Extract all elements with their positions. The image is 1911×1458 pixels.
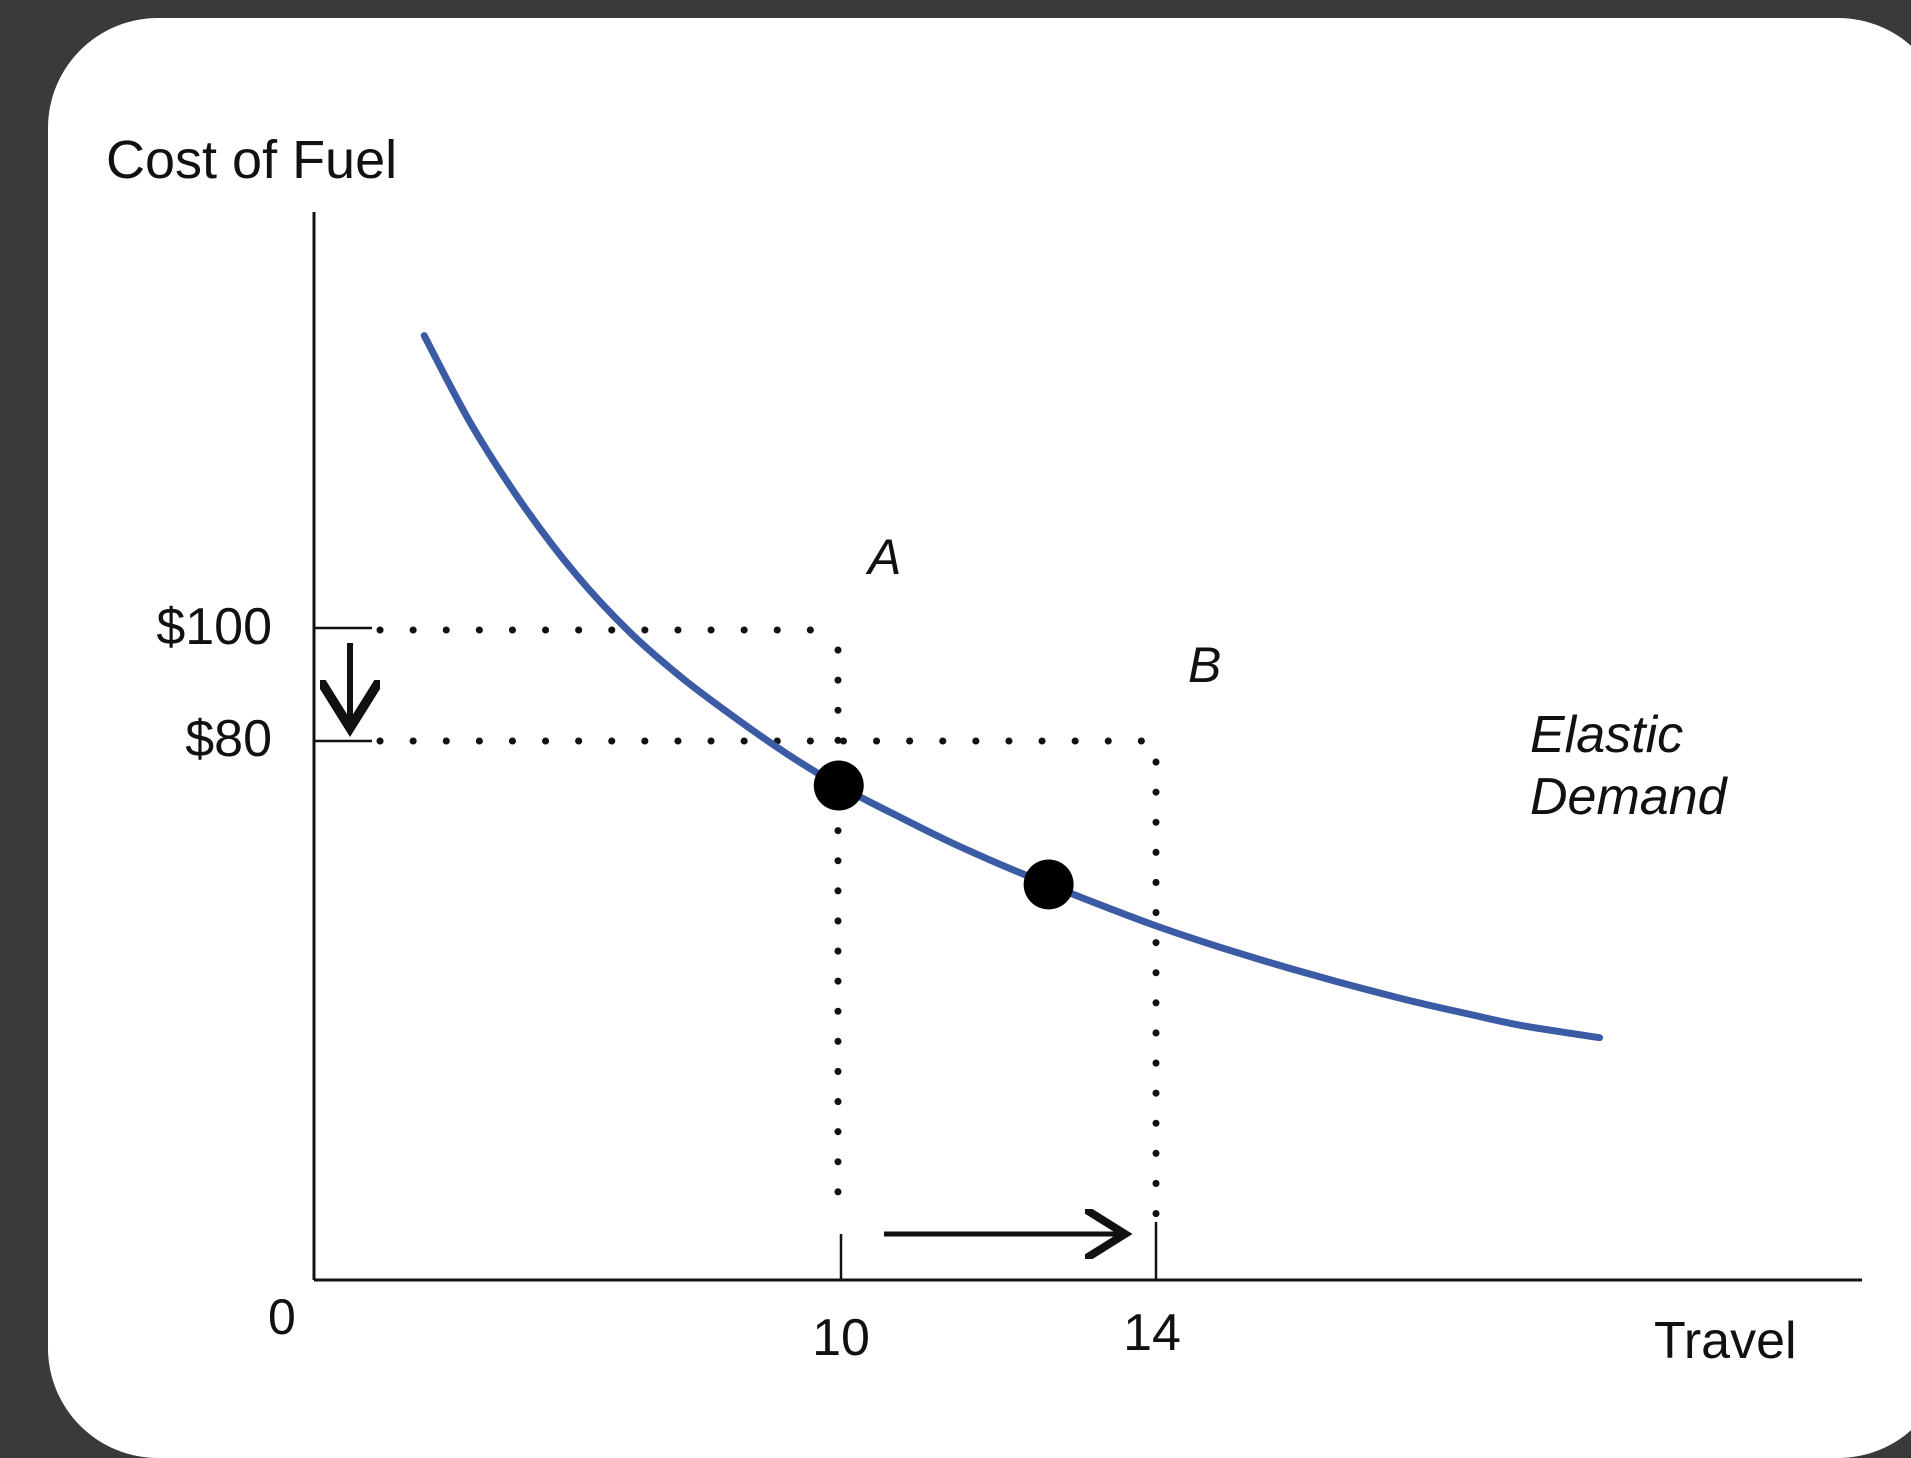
chart-card: [48, 18, 1911, 1458]
demand-curve: [420, 332, 1604, 1042]
x-axis-label: Travel: [1654, 1312, 1797, 1370]
demand-chart: Cost of Fuel Travel 0 $100 $80 10 14 Ela…: [106, 130, 1862, 1370]
point-b-marker: [1023, 859, 1074, 910]
point-a-label: A: [865, 529, 901, 585]
origin-label: 0: [268, 1289, 296, 1345]
y-tick-label-80: $80: [185, 710, 272, 768]
x-tick-label-14: 14: [1123, 1304, 1181, 1362]
x-tick-label-10: 10: [812, 1309, 870, 1367]
point-b-label: B: [1188, 637, 1221, 693]
curve-label-line-1: Elastic: [1530, 706, 1683, 764]
point-a-marker: [813, 760, 864, 811]
curve-label: Elastic Demand: [1530, 706, 1729, 826]
y-tick-label-100: $100: [156, 598, 272, 656]
y-axis-label: Cost of Fuel: [106, 130, 397, 190]
curve-label-line-2: Demand: [1530, 768, 1729, 826]
